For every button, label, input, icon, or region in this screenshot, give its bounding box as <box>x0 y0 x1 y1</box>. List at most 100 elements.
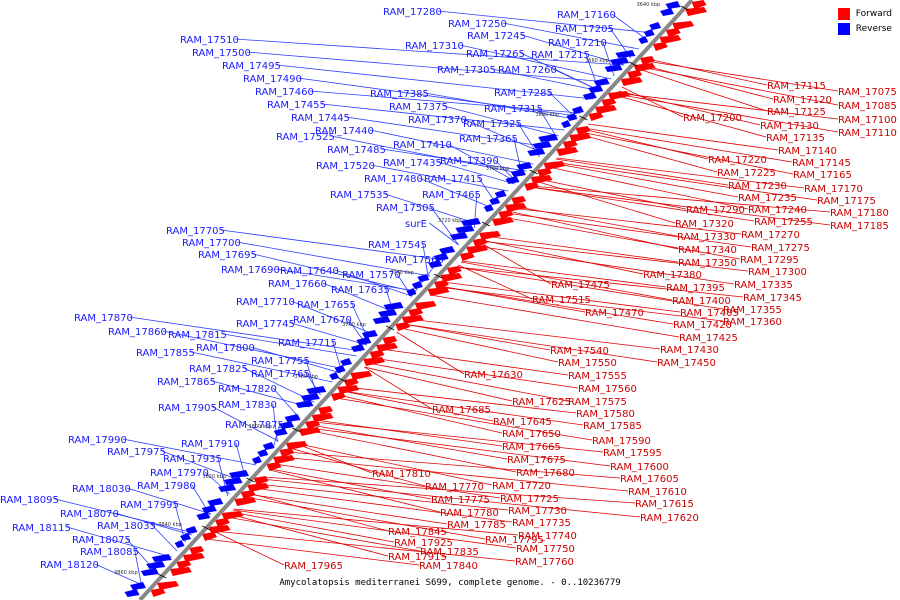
forward-gene-label[interactable]: RAM_17420 <box>673 320 732 331</box>
forward-gene[interactable] <box>298 427 321 436</box>
forward-gene[interactable] <box>363 357 386 366</box>
reverse-gene[interactable] <box>124 589 140 597</box>
forward-gene-label[interactable]: RAM_17360 <box>723 317 782 328</box>
forward-gene[interactable] <box>414 301 437 310</box>
forward-gene-label[interactable]: RAM_17395 <box>666 283 725 294</box>
reverse-gene-label[interactable]: RAM_18120 <box>40 560 99 571</box>
reverse-gene-label[interactable]: RAM_17990 <box>68 435 127 446</box>
reverse-gene-label[interactable]: RAM_17710 <box>236 297 295 308</box>
forward-gene-label[interactable]: RAM_17795 <box>485 535 544 546</box>
reverse-gene-label[interactable]: RAM_18030 <box>72 484 131 495</box>
forward-gene-label[interactable]: RAM_17605 <box>620 474 679 485</box>
reverse-gene[interactable] <box>273 428 288 436</box>
forward-gene[interactable] <box>575 126 591 135</box>
forward-gene[interactable] <box>491 217 514 226</box>
forward-gene[interactable] <box>234 497 257 506</box>
forward-gene[interactable] <box>169 567 192 576</box>
forward-gene[interactable] <box>607 91 630 100</box>
reverse-gene-label[interactable]: RAM_17410 <box>393 140 452 151</box>
forward-gene[interactable] <box>685 7 708 16</box>
reverse-gene[interactable] <box>334 365 346 373</box>
reverse-gene[interactable] <box>593 78 610 86</box>
forward-gene-label[interactable]: RAM_17255 <box>754 217 813 228</box>
forward-gene-label[interactable]: RAM_17200 <box>683 113 742 124</box>
forward-gene[interactable] <box>285 441 308 450</box>
forward-gene-label[interactable]: RAM_17650 <box>502 429 561 440</box>
forward-gene-label[interactable]: RAM_17645 <box>493 417 552 428</box>
reverse-gene[interactable] <box>361 330 378 338</box>
forward-gene-label[interactable]: RAM_17275 <box>751 243 810 254</box>
forward-gene[interactable] <box>247 483 270 492</box>
forward-gene[interactable] <box>272 455 295 464</box>
reverse-gene[interactable] <box>532 141 552 149</box>
forward-gene-label[interactable]: RAM_17185 <box>830 221 889 232</box>
reverse-gene-label[interactable]: RAM_17390 <box>440 156 499 167</box>
reverse-gene-label[interactable]: RAM_17755 <box>251 356 310 367</box>
reverse-gene[interactable] <box>300 393 320 401</box>
forward-gene-label[interactable]: RAM_17230 <box>728 181 787 192</box>
forward-gene-label[interactable]: RAM_17125 <box>767 107 826 118</box>
reverse-gene[interactable] <box>356 337 372 345</box>
forward-gene[interactable] <box>202 532 218 541</box>
reverse-gene-label[interactable]: RAM_17370 <box>408 115 467 126</box>
reverse-gene[interactable] <box>185 526 198 534</box>
forward-gene-label[interactable]: RAM_17615 <box>635 499 694 510</box>
forward-gene-label[interactable]: RAM_17585 <box>583 421 642 432</box>
forward-gene-label[interactable]: RAM_17625 <box>512 397 571 408</box>
forward-gene-label[interactable]: RAM_17610 <box>628 487 687 498</box>
reverse-gene[interactable] <box>223 477 243 485</box>
reverse-gene[interactable] <box>582 92 597 100</box>
reverse-gene[interactable] <box>218 484 237 492</box>
forward-gene-label[interactable]: RAM_17620 <box>640 513 699 524</box>
reverse-gene-label[interactable]: RAM_17655 <box>297 300 356 311</box>
reverse-gene-label[interactable]: RAM_17490 <box>243 74 302 85</box>
forward-gene-label[interactable]: RAM_17720 <box>492 481 551 492</box>
forward-gene[interactable] <box>504 203 527 212</box>
forward-gene[interactable] <box>511 196 527 205</box>
reverse-gene[interactable] <box>262 442 275 450</box>
forward-gene[interactable] <box>620 77 643 86</box>
reverse-gene[interactable] <box>649 22 662 30</box>
reverse-gene-label[interactable]: RAM_17265 <box>466 49 525 60</box>
forward-gene[interactable] <box>240 490 256 499</box>
forward-gene[interactable] <box>214 518 230 527</box>
forward-gene[interactable] <box>472 238 488 247</box>
forward-gene-label[interactable]: RAM_17725 <box>500 494 559 505</box>
reverse-gene-label[interactable]: RAM_17970 <box>150 468 209 479</box>
forward-gene-label[interactable]: RAM_17240 <box>748 205 807 216</box>
reverse-gene-label[interactable]: RAM_17935 <box>163 454 222 465</box>
reverse-gene-label[interactable]: RAM_17280 <box>383 7 442 18</box>
forward-gene-label[interactable]: RAM_17425 <box>679 333 738 344</box>
forward-gene[interactable] <box>652 42 668 51</box>
reverse-gene-label[interactable]: RAM_17545 <box>368 240 427 251</box>
forward-gene[interactable] <box>408 308 424 317</box>
forward-gene[interactable] <box>672 21 695 30</box>
forward-gene-label[interactable]: RAM_17730 <box>508 506 567 517</box>
forward-gene-label[interactable]: RAM_17550 <box>558 358 617 369</box>
reverse-gene[interactable] <box>615 50 636 58</box>
reverse-gene-label[interactable]: RAM_17865 <box>157 377 216 388</box>
reverse-gene-label[interactable]: RAM_17510 <box>180 35 239 46</box>
reverse-gene-label[interactable]: RAM_17815 <box>168 330 227 341</box>
forward-gene[interactable] <box>498 210 514 219</box>
forward-gene-label[interactable]: RAM_17775 <box>431 495 490 506</box>
forward-gene[interactable] <box>633 63 656 72</box>
forward-gene-label[interactable]: RAM_17145 <box>792 158 851 169</box>
reverse-gene-label[interactable]: RAM_17670 <box>293 315 352 326</box>
forward-gene[interactable] <box>530 175 553 184</box>
forward-gene[interactable] <box>594 105 617 114</box>
forward-gene-label[interactable]: RAM_17580 <box>576 409 635 420</box>
forward-gene-label[interactable]: RAM_17330 <box>677 232 736 243</box>
reverse-gene-label[interactable]: RAM_17830 <box>218 400 277 411</box>
forward-gene-label[interactable]: RAM_17750 <box>516 544 575 555</box>
reverse-gene-label[interactable]: RAM_17765 <box>251 369 310 380</box>
reverse-gene[interactable] <box>406 288 417 296</box>
forward-gene-label[interactable]: RAM_17785 <box>447 520 506 531</box>
reverse-gene[interactable] <box>378 309 398 317</box>
forward-gene[interactable] <box>543 161 566 170</box>
reverse-gene-label[interactable]: RAM_17860 <box>108 327 167 338</box>
reverse-gene-label[interactable]: RAM_17440 <box>315 126 374 137</box>
forward-gene[interactable] <box>395 322 411 331</box>
forward-gene[interactable] <box>182 553 205 562</box>
reverse-gene[interactable] <box>455 225 475 233</box>
